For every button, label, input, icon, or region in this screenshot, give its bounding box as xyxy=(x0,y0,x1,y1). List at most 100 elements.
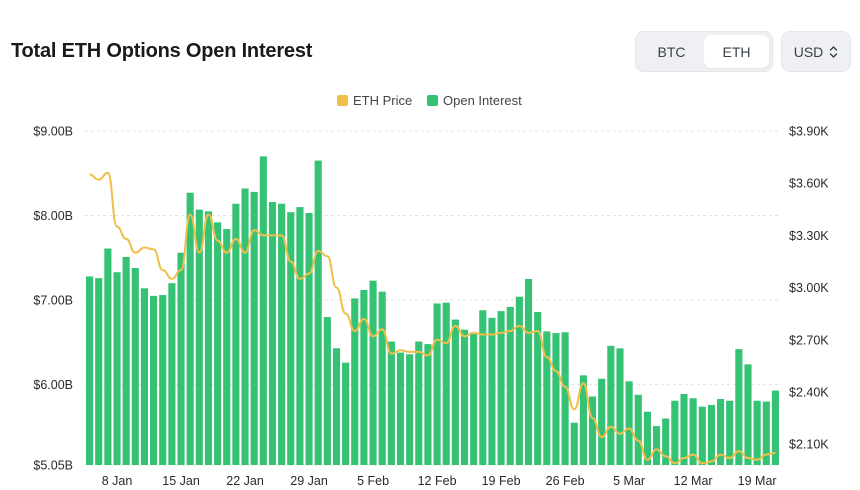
open-interest-bar xyxy=(534,311,542,465)
open-interest-bar xyxy=(168,283,176,465)
y-left-tick-label: $6.00B xyxy=(33,378,73,392)
open-interest-bar xyxy=(351,298,359,465)
open-interest-bar xyxy=(223,229,231,465)
asset-toggle: BTC ETH xyxy=(635,31,773,72)
chart-legend: ETH Price Open Interest xyxy=(337,93,522,108)
open-interest-bar xyxy=(259,156,267,465)
x-tick-label: 22 Jan xyxy=(226,474,264,488)
open-interest-bar xyxy=(113,272,121,465)
open-interest-bar xyxy=(424,344,432,465)
open-interest-bar xyxy=(698,406,706,465)
open-interest-bar xyxy=(680,393,688,465)
open-interest-bar xyxy=(433,303,441,465)
open-interest-bar xyxy=(588,396,597,465)
open-interest-bar xyxy=(287,212,295,465)
open-interest-bar xyxy=(186,192,194,466)
x-tick-label: 19 Mar xyxy=(738,474,777,488)
open-interest-bar xyxy=(360,289,368,465)
open-interest-bar xyxy=(579,375,587,465)
open-interest-bar xyxy=(561,332,569,465)
y-axis-left: $9.00B $8.00B $7.00B $6.00B $5.05B xyxy=(33,125,73,473)
tab-btc[interactable]: BTC xyxy=(657,43,686,60)
open-interest-bar xyxy=(342,362,350,465)
open-interest-bar xyxy=(195,209,203,465)
open-interest-bar xyxy=(470,333,478,465)
open-interest-bar xyxy=(250,191,258,465)
open-interest-bars xyxy=(86,156,779,466)
x-tick-label: 5 Feb xyxy=(357,474,389,488)
open-interest-bar xyxy=(607,345,615,465)
open-interest-bar xyxy=(552,333,560,465)
eth-price-line-group xyxy=(89,171,776,465)
legend-label[interactable]: Open Interest xyxy=(443,93,522,108)
tab-eth[interactable]: ETH xyxy=(704,35,769,68)
open-interest-bar xyxy=(515,296,523,465)
y-right-tick-label: $2.70K xyxy=(789,333,829,347)
open-interest-bar xyxy=(314,160,322,465)
open-interest-bar xyxy=(232,203,240,465)
eth-price-line xyxy=(89,171,776,465)
y-left-tick-label: $9.00B xyxy=(33,125,73,139)
y-axis-right: $3.90K $3.60K $3.30K $3.00K $2.70K $2.40K $2.1… xyxy=(789,125,829,452)
x-tick-label: 26 Feb xyxy=(546,474,585,488)
y-right-tick-label: $3.00K xyxy=(789,281,829,295)
open-interest-bar xyxy=(159,295,167,465)
x-axis: 8 Jan 15 Jan 22 Jan 29 Jan 5 Feb 12 Feb 19 Feb… xyxy=(102,474,777,488)
open-interest-bar xyxy=(323,317,331,465)
y-right-tick-label: $2.40K xyxy=(789,385,829,399)
open-interest-bar xyxy=(689,398,697,465)
open-interest-bar xyxy=(406,354,414,465)
open-interest-bar xyxy=(524,278,533,465)
open-interest-bar xyxy=(150,295,158,465)
open-interest-bar xyxy=(671,400,679,465)
open-interest-bar xyxy=(451,319,459,465)
open-interest-bar xyxy=(506,306,514,465)
x-tick-label: 29 Jan xyxy=(290,474,328,488)
y-right-tick-label: $3.60K xyxy=(789,177,829,191)
y-right-tick-label: $3.90K xyxy=(789,125,829,139)
x-tick-label: 19 Feb xyxy=(482,474,521,488)
open-interest-bar xyxy=(643,411,651,465)
chevron-updown-icon xyxy=(830,45,838,58)
y-right-tick-label: $2.10K xyxy=(789,438,829,452)
open-interest-bar xyxy=(95,278,103,465)
open-interest-bar xyxy=(442,302,450,465)
currency-label: USD xyxy=(793,43,824,60)
open-interest-bar xyxy=(625,381,633,465)
open-interest-bar xyxy=(707,404,715,465)
open-interest-bar xyxy=(716,399,725,465)
x-tick-label: 12 Mar xyxy=(674,474,713,488)
open-interest-bar xyxy=(296,207,304,466)
open-interest-bar xyxy=(652,426,661,465)
open-interest-bar xyxy=(122,256,130,465)
open-interest-bar xyxy=(762,401,770,465)
open-interest-bar xyxy=(278,203,286,465)
open-interest-bar xyxy=(369,280,377,465)
x-tick-label: 5 Mar xyxy=(613,474,645,488)
open-interest-bar xyxy=(332,348,341,465)
open-interest-bar xyxy=(634,394,642,465)
open-interest-bar xyxy=(268,202,277,466)
currency-select[interactable]: USD xyxy=(781,31,851,72)
open-interest-bar xyxy=(616,348,624,465)
open-interest-bar xyxy=(104,248,112,465)
y-left-tick-label: $8.00B xyxy=(33,209,73,223)
legend-label[interactable]: ETH Price xyxy=(353,93,412,108)
open-interest-bar xyxy=(735,349,743,465)
y-left-tick-label: $7.00B xyxy=(33,294,73,308)
open-interest-bar xyxy=(378,291,386,465)
open-interest-bar xyxy=(396,352,405,465)
open-interest-bar xyxy=(598,378,606,465)
open-interest-bar xyxy=(570,422,578,465)
open-interest-bar xyxy=(241,188,249,466)
open-interest-bar xyxy=(177,252,185,465)
open-interest-bar xyxy=(86,276,94,465)
open-interest-bar xyxy=(744,364,752,465)
y-left-tick-label: $5.05B xyxy=(33,459,73,473)
open-interest-bar xyxy=(753,400,761,465)
x-tick-label: 15 Jan xyxy=(162,474,200,488)
page-title: Total ETH Options Open Interest xyxy=(11,40,313,62)
x-tick-label: 12 Feb xyxy=(418,474,457,488)
open-interest-bar xyxy=(497,311,505,465)
